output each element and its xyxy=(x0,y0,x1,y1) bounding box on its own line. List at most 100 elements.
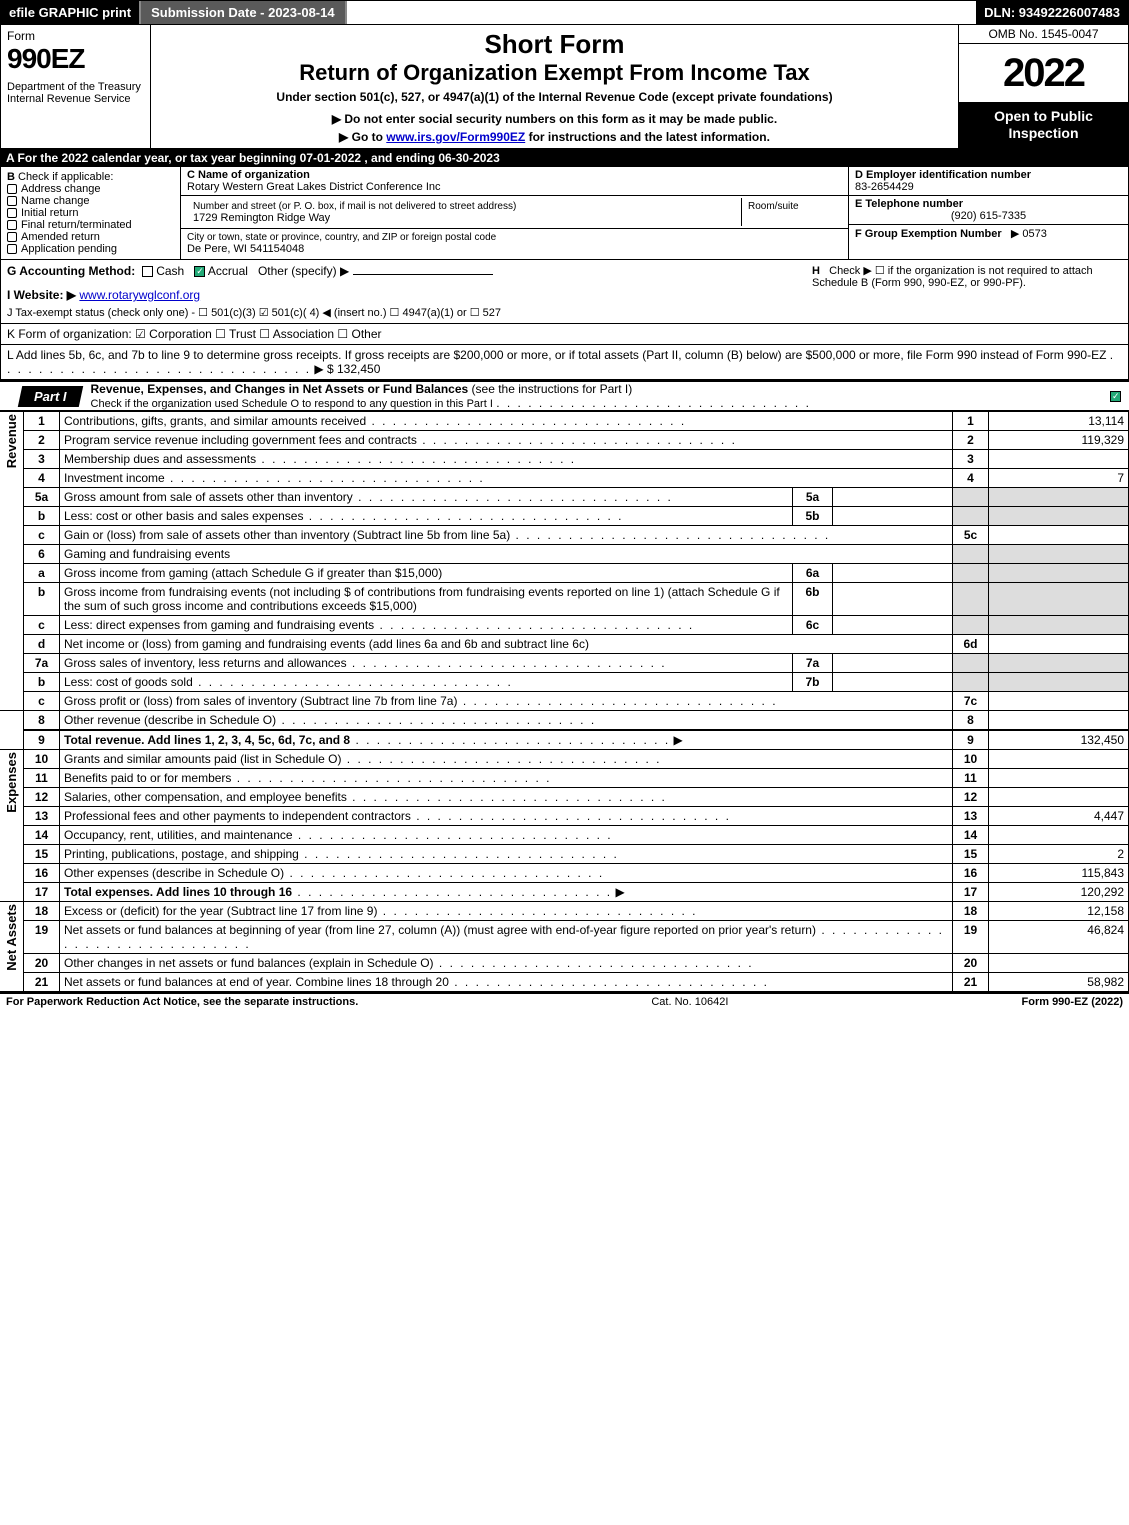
short-form-title: Short Form xyxy=(157,29,952,60)
line-desc: Salaries, other compensation, and employ… xyxy=(64,790,347,804)
checkbox-address-change[interactable] xyxy=(7,184,17,194)
irs-link[interactable]: www.irs.gov/Form990EZ xyxy=(386,130,525,144)
subline-num: 6c xyxy=(793,616,833,635)
g-accrual: Accrual xyxy=(208,264,248,278)
b-item-2: Initial return xyxy=(21,207,78,219)
line-rnum: 17 xyxy=(953,883,989,902)
line-value xyxy=(989,526,1129,545)
note-ssn: ▶ Do not enter social security numbers o… xyxy=(157,112,952,126)
shaded-cell xyxy=(953,616,989,635)
line-desc: Grants and similar amounts paid (list in… xyxy=(64,752,341,766)
line-desc: Investment income xyxy=(64,471,165,485)
shaded-cell xyxy=(989,488,1129,507)
line-desc: Net assets or fund balances at beginning… xyxy=(64,923,816,937)
part-i-subtitle: Check if the organization used Schedule … xyxy=(91,398,493,410)
subline-num: 7a xyxy=(793,654,833,673)
line-num: 10 xyxy=(24,750,60,769)
h-text: Check ▶ ☐ if the organization is not req… xyxy=(812,265,1093,289)
line-desc: Other changes in net assets or fund bala… xyxy=(64,956,434,970)
goto-post: for instructions and the latest informat… xyxy=(529,130,770,144)
subline-value xyxy=(833,673,953,692)
line-rnum: 3 xyxy=(953,450,989,469)
section-g: G Accounting Method: Cash Accrual Other … xyxy=(7,264,812,319)
top-bar: efile GRAPHIC print Submission Date - 20… xyxy=(0,0,1129,25)
netassets-section-label: Net Assets xyxy=(4,904,19,971)
line-rnum: 19 xyxy=(953,921,989,954)
line-desc: Total expenses. Add lines 10 through 16 xyxy=(64,885,292,899)
table-row: a Gross income from gaming (attach Sched… xyxy=(0,564,1129,583)
line-desc: Contributions, gifts, grants, and simila… xyxy=(64,414,366,428)
table-row: Revenue 1 Contributions, gifts, grants, … xyxy=(0,412,1129,431)
line-num: 19 xyxy=(24,921,60,954)
line-num: 13 xyxy=(24,807,60,826)
open-inspection-badge: Open to Public Inspection xyxy=(959,102,1128,148)
shaded-cell xyxy=(989,545,1129,564)
form-header: Form 990EZ Department of the Treasury In… xyxy=(0,25,1129,149)
subline-value xyxy=(833,507,953,526)
line-desc: Less: direct expenses from gaming and fu… xyxy=(64,618,374,632)
part-i-tab: Part I xyxy=(18,386,83,407)
line-num: 2 xyxy=(24,431,60,450)
checkbox-cash[interactable] xyxy=(142,266,153,277)
footer-left: For Paperwork Reduction Act Notice, see … xyxy=(6,996,358,1008)
line-value xyxy=(989,711,1129,731)
checkbox-name-change[interactable] xyxy=(7,196,17,206)
subline-num: 7b xyxy=(793,673,833,692)
revenue-section-label: Revenue xyxy=(4,414,19,468)
line-rnum: 13 xyxy=(953,807,989,826)
shaded-cell xyxy=(989,564,1129,583)
lines-table: Revenue 1 Contributions, gifts, grants, … xyxy=(0,411,1129,992)
line-desc: Printing, publications, postage, and shi… xyxy=(64,847,299,861)
footer-formref: Form 990-EZ (2022) xyxy=(1022,996,1124,1008)
line-j: J Tax-exempt status (check only one) - ☐… xyxy=(7,306,812,319)
checkbox-amended[interactable] xyxy=(7,232,17,242)
table-row: 14 Occupancy, rent, utilities, and maint… xyxy=(0,826,1129,845)
table-row: c Less: direct expenses from gaming and … xyxy=(0,616,1129,635)
line-rnum: 9 xyxy=(953,730,989,750)
checkbox-pending[interactable] xyxy=(7,244,17,254)
table-row: 7a Gross sales of inventory, less return… xyxy=(0,654,1129,673)
line-value: 12,158 xyxy=(989,902,1129,921)
line-rnum: 8 xyxy=(953,711,989,731)
subline-num: 6b xyxy=(793,583,833,616)
shaded-cell xyxy=(953,488,989,507)
omb-number: OMB No. 1545-0047 xyxy=(959,25,1128,44)
line-num: 11 xyxy=(24,769,60,788)
line-value: 4,447 xyxy=(989,807,1129,826)
checkbox-initial-return[interactable] xyxy=(7,208,17,218)
line-rnum: 21 xyxy=(953,973,989,992)
org-city: De Pere, WI 541154048 xyxy=(187,243,304,255)
shaded-cell xyxy=(953,654,989,673)
line-desc: Less: cost of goods sold xyxy=(64,675,193,689)
line-value xyxy=(989,954,1129,973)
line-rnum: 7c xyxy=(953,692,989,711)
line-desc: Gain or (loss) from sale of assets other… xyxy=(64,528,510,542)
table-row: Net Assets 18 Excess or (deficit) for th… xyxy=(0,902,1129,921)
line-num: 12 xyxy=(24,788,60,807)
line-desc: Gross profit or (loss) from sales of inv… xyxy=(64,694,457,708)
table-row: 19 Net assets or fund balances at beginn… xyxy=(0,921,1129,954)
other-specify-line[interactable] xyxy=(353,274,493,275)
line-value: 2 xyxy=(989,845,1129,864)
website-link[interactable]: www.rotarywglconf.org xyxy=(79,288,200,302)
header-center: Short Form Return of Organization Exempt… xyxy=(151,25,958,148)
efile-label[interactable]: efile GRAPHIC print xyxy=(1,1,139,24)
d-grp-label: F Group Exemption Number xyxy=(855,228,1002,240)
line-value xyxy=(989,826,1129,845)
goto-pre: Go to xyxy=(352,130,387,144)
column-c: C Name of organization Rotary Western Gr… xyxy=(181,167,848,259)
line-desc: Gross sales of inventory, less returns a… xyxy=(64,656,347,670)
checkbox-schedule-o[interactable] xyxy=(1110,391,1121,402)
main-title: Return of Organization Exempt From Incom… xyxy=(157,60,952,86)
shaded-cell xyxy=(989,507,1129,526)
line-value: 119,329 xyxy=(989,431,1129,450)
line-desc: Other expenses (describe in Schedule O) xyxy=(64,866,284,880)
footer-catno: Cat. No. 10642I xyxy=(358,996,1021,1008)
section-h: H Check ▶ ☐ if the organization is not r… xyxy=(812,264,1122,319)
line-value xyxy=(989,769,1129,788)
line-rnum: 10 xyxy=(953,750,989,769)
checkbox-accrual[interactable] xyxy=(194,266,205,277)
table-row: 3 Membership dues and assessments 3 xyxy=(0,450,1129,469)
checkbox-final-return[interactable] xyxy=(7,220,17,230)
line-num: 17 xyxy=(24,883,60,902)
